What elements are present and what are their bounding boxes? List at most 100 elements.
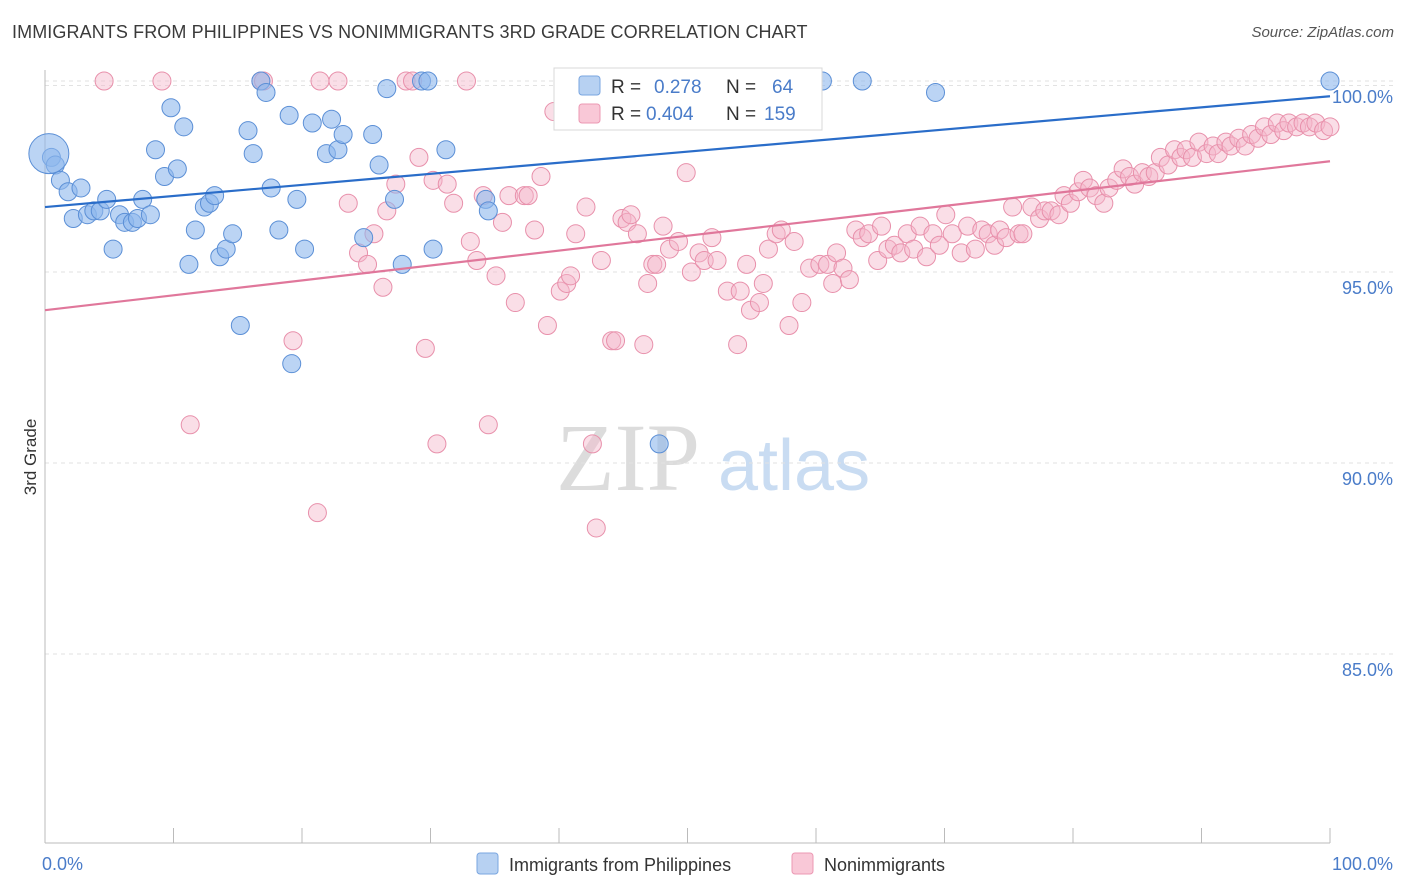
nonimmigrants-point: [1003, 197, 1023, 217]
nonimmigrants-point: [444, 193, 464, 213]
philippines-point: [333, 124, 353, 144]
series-nonimmigrants-points: [94, 71, 1340, 538]
philippines-point: [279, 105, 299, 125]
nonimmigrants-point: [1261, 124, 1281, 144]
philippines-point: [418, 71, 438, 91]
nonimmigrants-point: [965, 239, 985, 259]
nonimmigrants-point: [627, 224, 647, 244]
nonimmigrants-point: [1013, 224, 1033, 244]
nonimmigrants-point: [492, 212, 512, 232]
x-tick-label-max: 100.0%: [1332, 854, 1393, 874]
trend-lines: [44, 95, 1331, 312]
legend-swatch-philippines: [476, 852, 499, 875]
philippines-point: [179, 254, 199, 274]
nonimmigrants-point: [978, 224, 998, 244]
nonimmigrants-point: [728, 335, 748, 355]
y-tick-label: 95.0%: [1342, 278, 1393, 298]
philippines-point: [363, 124, 383, 144]
x-tick-marks: [44, 828, 1331, 843]
nonimmigrants-point: [310, 71, 330, 91]
nonimmigrants-point: [180, 415, 200, 435]
nonimmigrants-point: [737, 254, 757, 274]
philippines-point: [230, 315, 250, 335]
philippines-point: [282, 354, 302, 374]
nonimmigrants-point: [1165, 140, 1185, 160]
nonimmigrants-point: [518, 186, 538, 206]
philippines-point: [478, 201, 498, 221]
nonimmigrants-point: [409, 147, 429, 167]
philippines-point: [161, 98, 181, 118]
stats-swatch-nonimmigrants: [578, 103, 601, 124]
stats-n-label-philippines: N =: [726, 77, 756, 98]
philippines-point: [174, 117, 194, 137]
nonimmigrants-point: [647, 254, 667, 274]
stats-n-value-nonimmigrants: 159: [764, 104, 796, 125]
nonimmigrants-point: [358, 254, 378, 274]
stats-r-label-philippines: R =: [611, 77, 641, 98]
philippines-point: [649, 434, 669, 454]
nonimmigrants-point: [566, 224, 586, 244]
nonimmigrants-point: [621, 205, 641, 225]
nonimmigrants-point: [499, 186, 519, 206]
philippines-point: [377, 79, 397, 99]
nonimmigrants-point: [1197, 144, 1217, 164]
nonimmigrants-point: [951, 243, 971, 263]
nonimmigrants-point: [1060, 193, 1080, 213]
philippines-point: [295, 239, 315, 259]
y-tick-label: 90.0%: [1342, 469, 1393, 489]
nonimmigrants-point: [758, 239, 778, 259]
nonimmigrants-point: [561, 266, 581, 286]
philippines-point: [322, 109, 342, 129]
nonimmigrants-point: [537, 315, 557, 335]
nonimmigrants-point: [606, 331, 626, 351]
philippines-point: [423, 239, 443, 259]
nonimmigrants-point: [1035, 201, 1055, 221]
nonimmigrants-point: [638, 273, 658, 293]
philippines-point: [436, 140, 456, 160]
philippines-point: [287, 189, 307, 209]
philippines-point: [167, 159, 187, 179]
philippines-point: [256, 82, 276, 102]
philippines-trend-line: [44, 95, 1331, 209]
nonimmigrants-point: [917, 247, 937, 267]
nonimmigrants-point: [792, 293, 812, 313]
philippines-point: [103, 239, 123, 259]
philippines-point: [369, 155, 389, 175]
source-label: Source: ZipAtlas.com: [1251, 24, 1394, 41]
nonimmigrants-point: [531, 167, 551, 186]
philippines-point: [97, 189, 117, 209]
nonimmigrants-point: [437, 174, 457, 194]
nonimmigrants-point: [942, 224, 962, 244]
y-tick-label: 85.0%: [1342, 660, 1393, 680]
stats-r-value-nonimmigrants: 0.404: [646, 104, 694, 125]
legend-label-philippines: Immigrants from Philippines: [509, 855, 731, 875]
philippines-point: [852, 71, 872, 91]
x-tick-label-min: 0.0%: [42, 854, 83, 874]
nonimmigrants-point: [1022, 197, 1042, 217]
chart-title: IMMIGRANTS FROM PHILIPPINES VS NONIMMIGR…: [12, 22, 808, 42]
nonimmigrants-point: [753, 273, 773, 293]
stats-swatch-philippines: [578, 75, 601, 96]
nonimmigrants-point: [1216, 132, 1236, 152]
nonimmigrants-point: [810, 254, 830, 274]
nonimmigrants-point: [990, 220, 1010, 240]
philippines-point: [238, 121, 258, 141]
y-tick-label: 100.0%: [1332, 87, 1393, 107]
nonimmigrants-point: [328, 71, 348, 91]
nonimmigrants-point: [1306, 113, 1326, 133]
stats-n-value-philippines: 64: [772, 77, 794, 98]
nonimmigrants-point: [486, 266, 506, 286]
nonimmigrants-point: [823, 273, 843, 293]
stats-r-label-nonimmigrants: R =: [611, 104, 641, 125]
y-tick-labels: 100.0% 95.0% 90.0% 85.0%: [1332, 87, 1393, 680]
nonimmigrants-point: [1254, 117, 1274, 137]
nonimmigrants-point: [423, 170, 443, 190]
nonimmigrants-point: [1320, 117, 1340, 137]
nonimmigrants-point: [525, 220, 545, 240]
nonimmigrants-point: [1049, 205, 1069, 225]
nonimmigrants-point: [936, 205, 956, 225]
nonimmigrants-point: [833, 258, 853, 278]
nonimmigrants-trend-line: [44, 160, 1331, 312]
nonimmigrants-point: [730, 281, 750, 301]
nonimmigrants-point: [373, 277, 393, 297]
